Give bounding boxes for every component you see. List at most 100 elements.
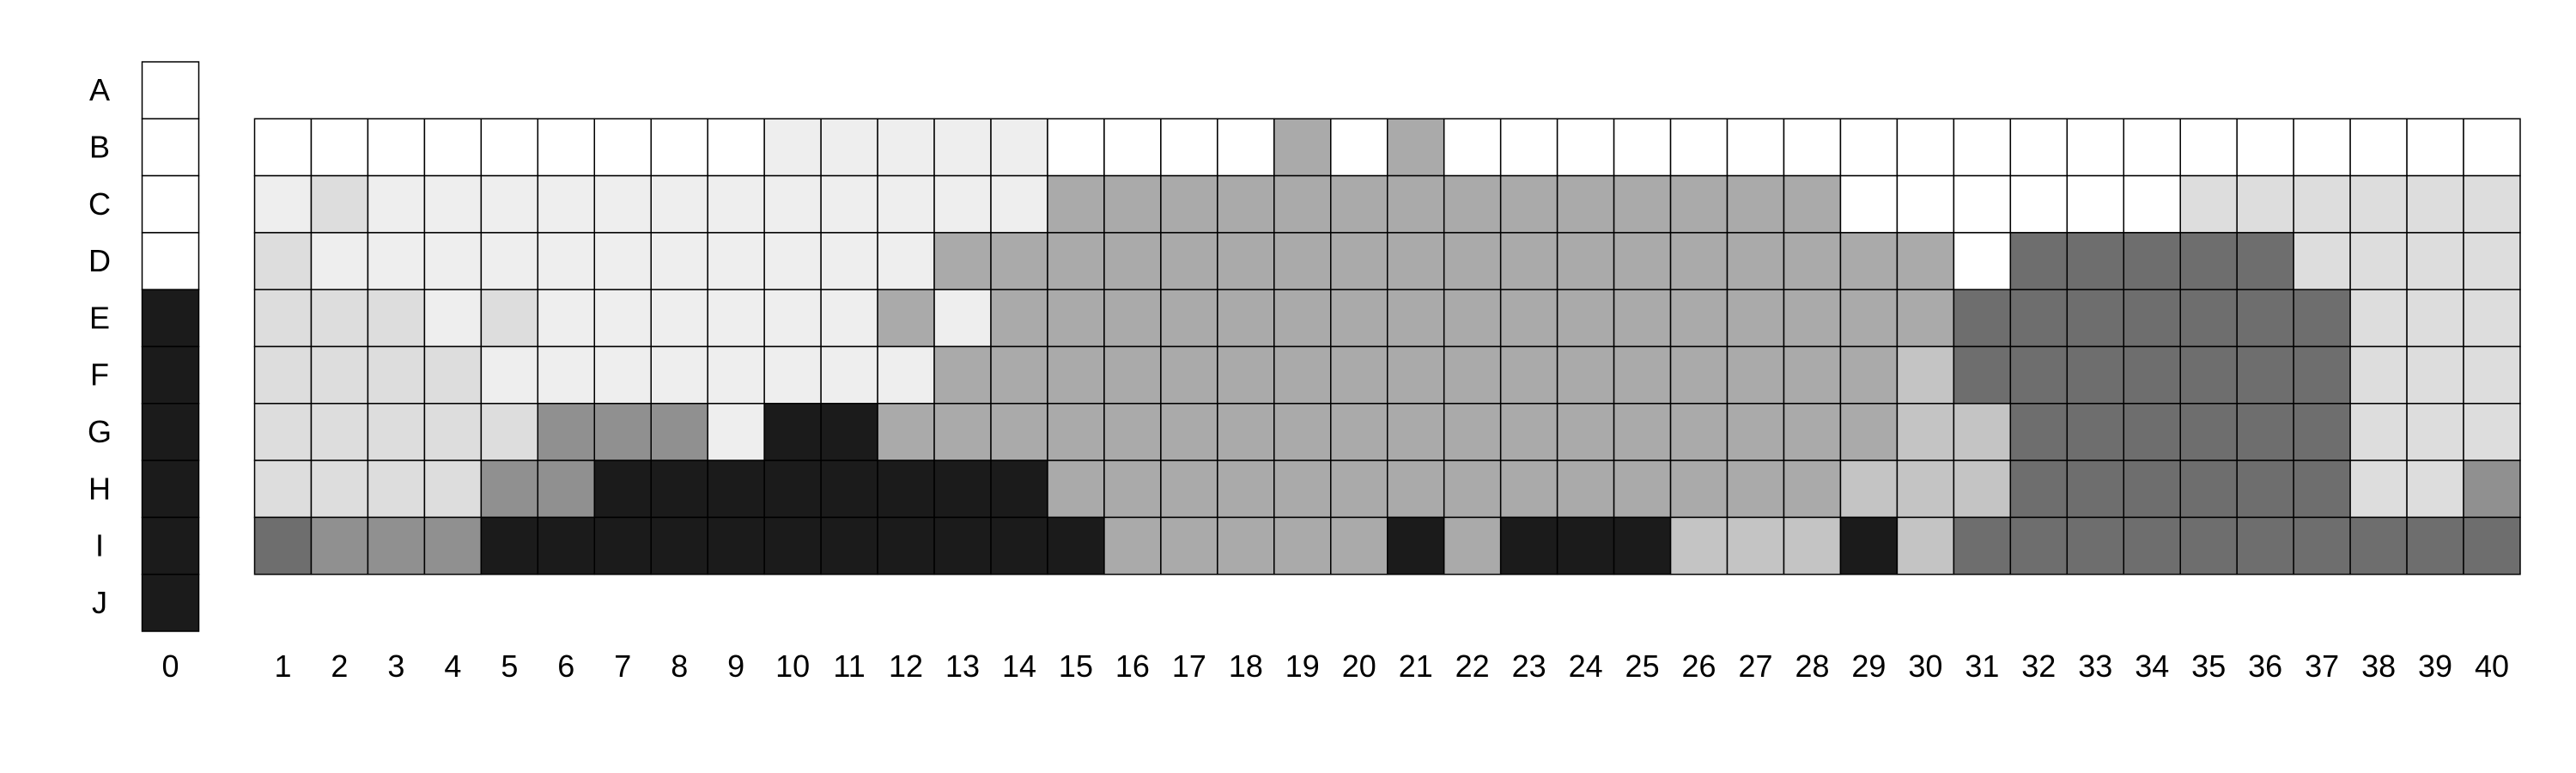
column-label-26: 26	[1682, 648, 1716, 684]
cell-b-36	[2236, 118, 2294, 177]
cell-b-6	[537, 118, 596, 177]
cell-i-23	[1499, 516, 1558, 575]
cell-g-2	[310, 403, 369, 461]
cell-h-34	[2123, 460, 2181, 519]
cell-i-28	[1783, 516, 1842, 575]
cell-c-1	[253, 174, 313, 234]
cell-f-9	[707, 345, 765, 405]
cell-e-14	[990, 289, 1048, 348]
cell-h-8	[650, 460, 708, 519]
cell-g-22	[1443, 403, 1502, 461]
cell-b-21	[1387, 118, 1445, 177]
column-label-37: 37	[2305, 648, 2339, 684]
cell-f-38	[2349, 345, 2408, 405]
row-label-i: I	[95, 528, 104, 563]
cell-d-39	[2406, 232, 2464, 290]
cell-d-37	[2293, 232, 2351, 290]
cell-h-25	[1613, 460, 1672, 519]
cell-c-16	[1103, 174, 1162, 234]
cell-g-30	[1896, 403, 1955, 461]
cell-f-37	[2293, 345, 2351, 405]
row-label-f: F	[90, 357, 109, 393]
cell-c-0	[141, 174, 200, 234]
cell-i-6	[537, 516, 596, 575]
column-label-28: 28	[1795, 648, 1829, 684]
cell-b-10	[763, 118, 822, 177]
cell-h-39	[2406, 460, 2464, 519]
cell-e-1	[253, 289, 313, 348]
column-label-2: 2	[331, 648, 348, 684]
cell-d-21	[1387, 232, 1445, 290]
column-label-23: 23	[1512, 648, 1546, 684]
cell-d-1	[253, 232, 313, 290]
cell-d-5	[480, 232, 539, 290]
column-label-21: 21	[1399, 648, 1433, 684]
cell-f-8	[650, 345, 708, 405]
cell-c-23	[1499, 174, 1558, 234]
cell-e-8	[650, 289, 708, 348]
cell-i-18	[1217, 516, 1275, 575]
cell-b-12	[877, 118, 935, 177]
cell-e-20	[1330, 289, 1388, 348]
row-label-g: G	[88, 414, 112, 449]
cell-b-17	[1160, 118, 1218, 177]
cell-c-28	[1783, 174, 1842, 234]
cell-h-18	[1217, 460, 1275, 519]
cell-i-24	[1556, 516, 1615, 575]
cell-b-29	[1839, 118, 1899, 177]
cell-f-7	[593, 345, 652, 405]
column-label-31: 31	[1965, 648, 1999, 684]
cell-b-37	[2293, 118, 2351, 177]
column-0-strip	[141, 61, 200, 632]
cell-g-26	[1669, 403, 1728, 461]
cell-h-30	[1896, 460, 1955, 519]
cell-h-4	[423, 460, 483, 519]
cell-g-36	[2236, 403, 2294, 461]
cell-d-0	[141, 232, 200, 290]
cell-c-17	[1160, 174, 1218, 234]
cell-h-26	[1669, 460, 1728, 519]
cell-c-34	[2123, 174, 2181, 234]
cell-i-0	[141, 516, 200, 575]
cell-f-25	[1613, 345, 1672, 405]
cell-g-24	[1556, 403, 1615, 461]
cell-g-32	[2009, 403, 2069, 461]
cell-f-22	[1443, 345, 1502, 405]
column-label-29: 29	[1851, 648, 1886, 684]
column-label-34: 34	[2135, 648, 2169, 684]
column-label-10: 10	[775, 648, 810, 684]
cell-g-23	[1499, 403, 1558, 461]
cell-g-1	[253, 403, 313, 461]
cell-d-14	[990, 232, 1048, 290]
cell-f-11	[820, 345, 878, 405]
column-label-0: 0	[161, 648, 179, 684]
cell-f-36	[2236, 345, 2294, 405]
cell-g-40	[2463, 403, 2521, 461]
cell-f-12	[877, 345, 935, 405]
cell-d-22	[1443, 232, 1502, 290]
cell-h-9	[707, 460, 765, 519]
cell-b-28	[1783, 118, 1842, 177]
cell-c-20	[1330, 174, 1388, 234]
cell-f-14	[990, 345, 1048, 405]
cell-c-18	[1217, 174, 1275, 234]
cell-h-10	[763, 460, 822, 519]
cell-c-29	[1839, 174, 1899, 234]
cell-c-12	[877, 174, 935, 234]
cell-f-4	[423, 345, 483, 405]
cell-h-13	[933, 460, 992, 519]
row-label-b: B	[89, 129, 110, 164]
cell-e-11	[820, 289, 878, 348]
cell-e-6	[537, 289, 596, 348]
cell-f-39	[2406, 345, 2464, 405]
cell-i-13	[933, 516, 992, 575]
cell-b-26	[1669, 118, 1728, 177]
cell-d-40	[2463, 232, 2521, 290]
cell-i-12	[877, 516, 935, 575]
cell-f-30	[1896, 345, 1955, 405]
column-label-20: 20	[1342, 648, 1376, 684]
cell-b-16	[1103, 118, 1162, 177]
column-label-19: 19	[1285, 648, 1320, 684]
cell-c-11	[820, 174, 878, 234]
cell-b-14	[990, 118, 1048, 177]
